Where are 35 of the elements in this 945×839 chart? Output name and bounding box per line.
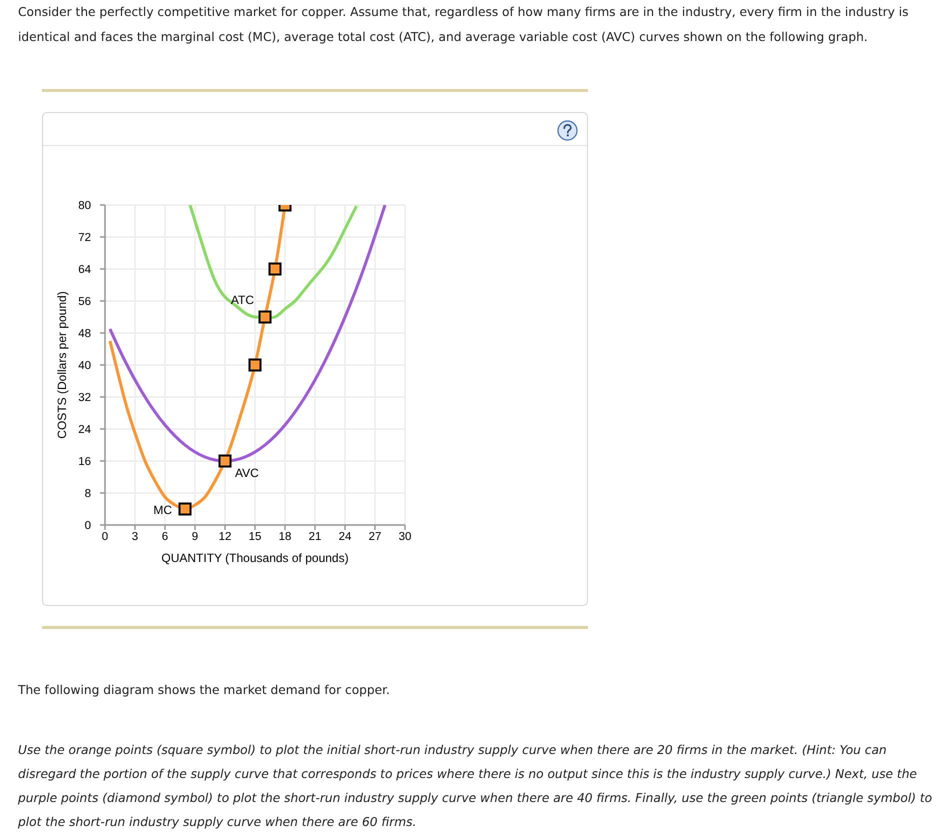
x-tick-label: 0 (102, 531, 108, 544)
y-axis-title: COSTS (Dollars per pound) (55, 291, 69, 439)
x-tick-label: 18 (278, 531, 292, 544)
x-axis-title: QUANTITY (Thousands of pounds) (161, 551, 349, 565)
y-tick-label: 64 (78, 264, 92, 276)
y-tick-label: 40 (78, 360, 91, 372)
series-label: AVC (235, 466, 260, 480)
text: Consider the perfectly competitive market for copper. Assume that, regardless of how many firms are in the industry, every firm in the industry is identical and faces the marginal cost (MC), average total cost (ATC), and average variable cost (AVC) curves shown on the following graph. (18, 4, 910, 46)
text: The following diagram shows the market demand for copper. (18, 682, 391, 699)
y-tick-label: 8 (84, 488, 91, 500)
y-tick-label: 56 (78, 296, 91, 308)
series-label: ATC (230, 293, 254, 307)
x-tick-label: 24 (338, 531, 352, 544)
text: Use the orange points (square symbol) to plot the initial short-run industry supply curve when there are 20 firms in the market. (Hint: You can disregard the portion of the supply curve that corresponds to prices where there is no output since this is the industry supply curve.) Next, use the purple points (diamond symbol) to plot the short-run industry supply curve when there are 40 firms. Finally, use the green points (triangle symbol) to plot the short-run industry supply curve when there are 60 firms. (18, 742, 933, 831)
y-tick-label: 48 (78, 328, 91, 340)
y-tick-label: 32 (78, 392, 91, 404)
x-tick-label: 3 (132, 531, 138, 544)
x-tick-label: 21 (308, 531, 322, 544)
x-tick-label: 9 (192, 531, 198, 544)
y-tick-label: 72 (78, 232, 91, 244)
x-tick-label: 27 (368, 531, 382, 544)
series-label: MC (153, 503, 172, 517)
point (178, 502, 192, 516)
x-tick-label: 6 (162, 531, 168, 544)
y-tick-label: 80 (78, 200, 91, 212)
point (258, 310, 272, 324)
x-tick-label: 30 (398, 531, 412, 544)
point (248, 358, 262, 372)
point (268, 262, 282, 276)
x-tick-label: 15 (248, 531, 262, 544)
x-tick-label: 12 (218, 531, 232, 544)
y-tick-label: 16 (78, 456, 91, 468)
y-tick-label: 24 (78, 424, 92, 436)
point (218, 454, 232, 468)
y-tick-label: 0 (84, 520, 91, 532)
